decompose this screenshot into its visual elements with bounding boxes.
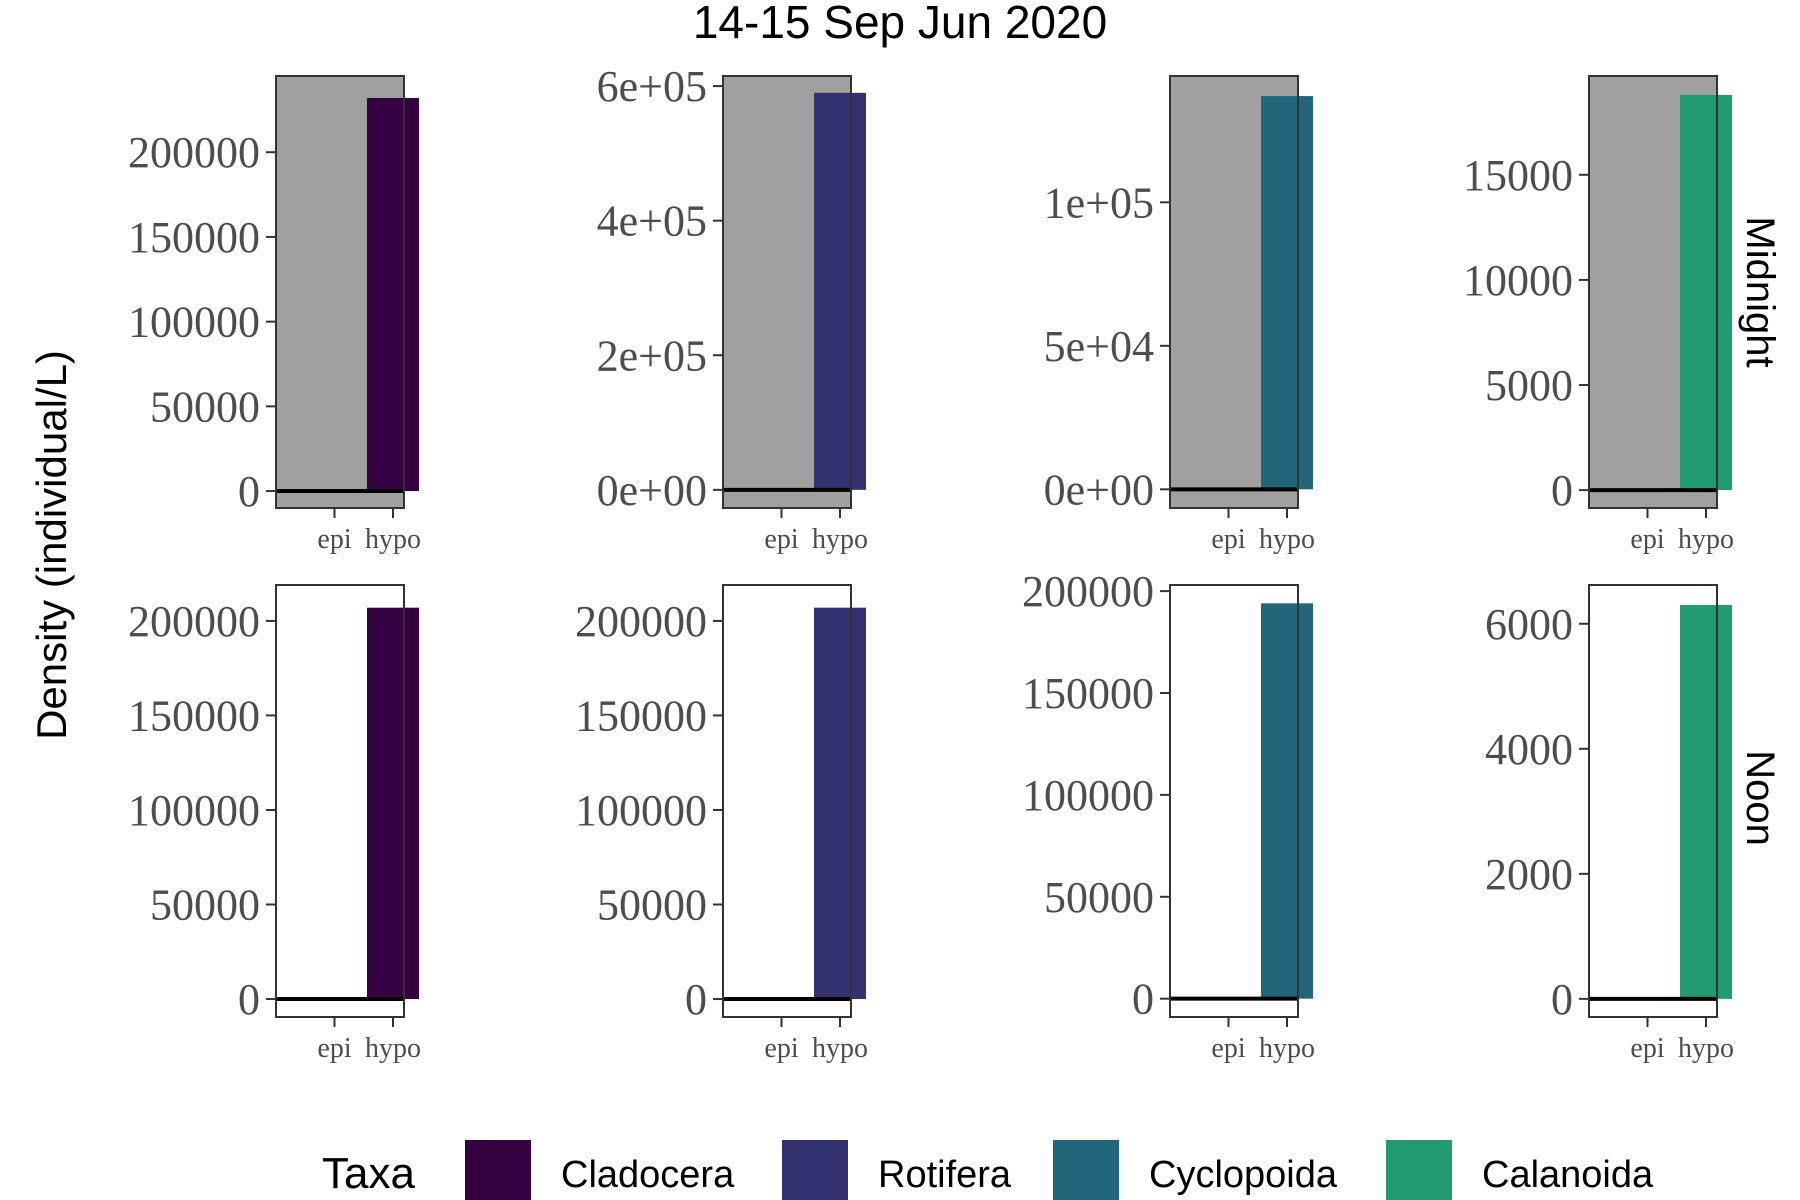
panel-midnight-cyclopoida: 0e+00 5e+04 1e+05 epi hypo [1044, 75, 1315, 555]
strip-label-midnight: Midnight [1738, 216, 1782, 367]
panel-border [722, 75, 852, 509]
y-tick-label: 0 [1551, 466, 1573, 515]
x-tick-label-epi: epi [317, 524, 351, 555]
legend-label-cyclopoida: Cyclopoida [1149, 1154, 1338, 1196]
panel-noon-rotifera: 0 50000 100000 150000 200000 epi hypo [575, 584, 868, 1064]
panel-midnight-cladocera: 0 50000 100000 150000 200000 epi hypo [128, 75, 421, 555]
y-tick-label: 5e+04 [1044, 322, 1154, 371]
y-tick-label: 150000 [128, 213, 260, 262]
y-tick-label: 15000 [1463, 151, 1573, 200]
y-tick-label: 2000 [1485, 850, 1573, 899]
y-tick-label: 0 [238, 975, 260, 1024]
legend-label-calanoida: Calanoida [1482, 1154, 1654, 1196]
y-tick-label: 200000 [128, 597, 260, 646]
x-tick-label-hypo: hypo [1678, 524, 1734, 555]
y-tick-label: 2e+05 [597, 331, 707, 380]
x-tick-label-epi: epi [1630, 1033, 1664, 1064]
x-tick-label-epi: epi [1211, 524, 1245, 555]
panel-border [1588, 584, 1718, 1018]
bar-noon-calanoida-hypo [1680, 605, 1732, 999]
panel-noon-cyclopoida: 0 50000 100000 150000 200000 epi hypo [1022, 567, 1315, 1064]
panel-border [722, 584, 852, 1018]
panel-midnight-calanoida: 0 5000 10000 15000 epi hypo [1463, 75, 1734, 555]
y-tick-label: 6e+05 [597, 62, 707, 111]
y-tick-label: 50000 [1044, 873, 1154, 922]
x-tick-label-hypo: hypo [1678, 1033, 1734, 1064]
row-strip-labels: Midnight Noon [1738, 216, 1782, 845]
panel-border [1169, 75, 1299, 509]
y-axis-label: Density (individual/L) [28, 350, 75, 740]
legend-label-cladocera: Cladocera [561, 1154, 735, 1196]
y-tick-label: 50000 [150, 881, 260, 930]
y-tick-label: 0e+00 [597, 466, 707, 515]
y-tick-label: 50000 [597, 881, 707, 930]
y-tick-label: 10000 [1463, 256, 1573, 305]
y-tick-label: 50000 [150, 382, 260, 431]
y-tick-label: 0e+00 [1044, 465, 1154, 514]
panel-noon-cladocera: 0 50000 100000 150000 200000 epi hypo [128, 584, 421, 1064]
y-tick-label: 200000 [575, 597, 707, 646]
bar-noon-cladocera-hypo [367, 607, 419, 1000]
y-tick-label: 4000 [1485, 725, 1573, 774]
x-tick-label-epi: epi [317, 1033, 351, 1064]
y-tick-label: 150000 [575, 691, 707, 740]
x-tick-label-epi: epi [1630, 524, 1664, 555]
x-tick-label-hypo: hypo [365, 524, 421, 555]
bar-noon-rotifera-hypo [814, 607, 866, 1000]
bar-noon-cyclopoida-hypo [1261, 603, 1313, 999]
panel-midnight-rotifera: 0e+00 2e+05 4e+05 6e+05 epi hypo [597, 62, 868, 555]
x-tick-label-epi: epi [1211, 1033, 1245, 1064]
panel-border [275, 584, 405, 1018]
x-tick-label-hypo: hypo [812, 524, 868, 555]
y-tick-label: 100000 [1022, 771, 1154, 820]
bar-midnight-rotifera-hypo [814, 92, 866, 490]
x-tick-label-hypo: hypo [1259, 1033, 1315, 1064]
y-tick-label: 5000 [1485, 361, 1573, 410]
y-tick-label: 1e+05 [1044, 178, 1154, 227]
legend-label-rotifera: Rotifera [878, 1154, 1012, 1196]
legend-key-rotifera [782, 1140, 848, 1200]
y-tick-label: 100000 [128, 786, 260, 835]
y-tick-label: 200000 [128, 128, 260, 177]
strip-label-noon: Noon [1738, 750, 1782, 846]
y-tick-label: 200000 [1022, 567, 1154, 616]
y-tick-label: 0 [685, 975, 707, 1024]
legend: Taxa Cladocera Rotifera Cyclopoida Calanoid… [322, 1140, 1654, 1200]
y-tick-label: 4e+05 [597, 197, 707, 246]
chart-title: 14-15 Sep Jun 2020 [693, 0, 1107, 48]
panel-border [275, 75, 405, 509]
bar-midnight-calanoida-hypo [1680, 94, 1732, 491]
y-tick-label: 0 [1551, 975, 1573, 1024]
y-tick-label: 0 [238, 467, 260, 516]
y-tick-label: 0 [1132, 975, 1154, 1024]
legend-key-cladocera [465, 1140, 531, 1200]
panel-border [1588, 75, 1718, 509]
y-tick-label: 100000 [575, 786, 707, 835]
legend-key-calanoida [1386, 1140, 1452, 1200]
x-tick-label-hypo: hypo [365, 1033, 421, 1064]
x-tick-label-hypo: hypo [1259, 524, 1315, 555]
x-tick-label-epi: epi [764, 524, 798, 555]
y-tick-label: 150000 [1022, 669, 1154, 718]
y-tick-label: 6000 [1485, 600, 1573, 649]
panel-border [1169, 584, 1299, 1018]
x-tick-label-epi: epi [764, 1033, 798, 1064]
legend-title: Taxa [322, 1149, 415, 1198]
legend-key-cyclopoida [1053, 1140, 1119, 1200]
bar-midnight-cyclopoida-hypo [1261, 96, 1313, 490]
bar-midnight-cladocera-hypo [367, 98, 419, 492]
panel-noon-calanoida: 0 2000 4000 6000 epi hypo [1485, 584, 1734, 1064]
y-tick-label: 100000 [128, 298, 260, 347]
y-tick-label: 150000 [128, 691, 260, 740]
x-tick-label-hypo: hypo [812, 1033, 868, 1064]
